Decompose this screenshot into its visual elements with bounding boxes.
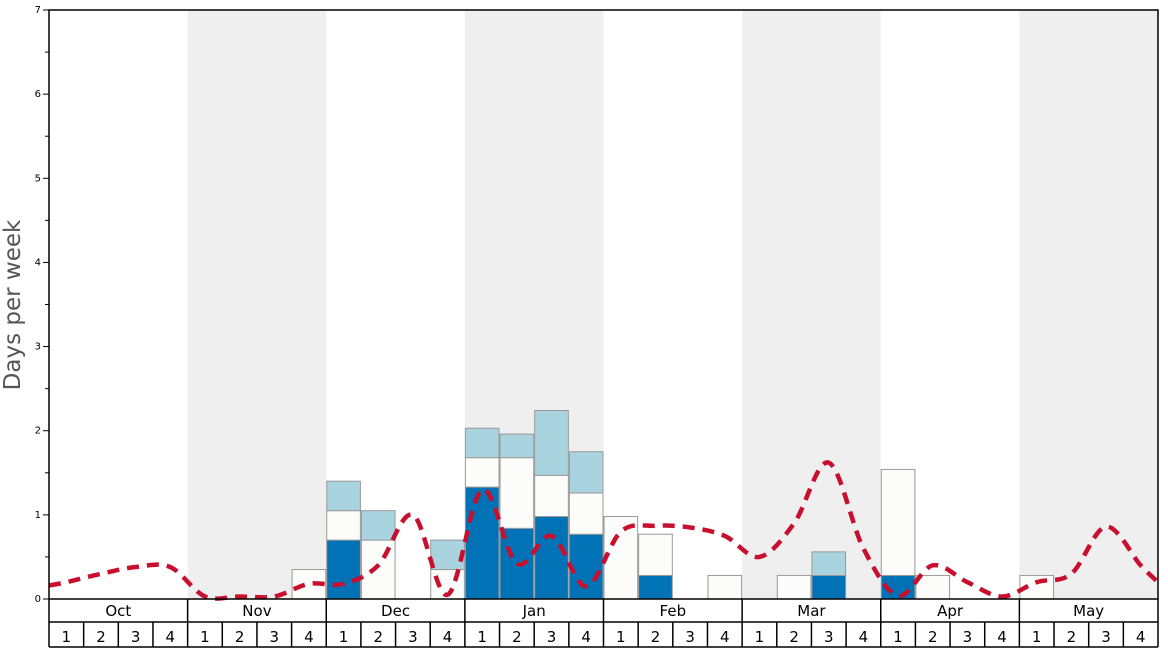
week-label: 3 — [408, 628, 418, 646]
bar-week17-series2 — [603, 516, 639, 600]
week-label: 3 — [269, 628, 279, 646]
bar-week20-series2 — [707, 574, 743, 600]
bar-week9-series1 — [326, 539, 361, 600]
x-axis: Oct 1 2 3 4 Nov 1 2 3 4 Dec 1 2 3 4 Jan 1 2 3 4 Feb 1 2 3 4 Mar 1 2… — [48, 599, 1159, 648]
month-label-may: May — [1073, 602, 1104, 620]
week-label: 4 — [720, 628, 730, 646]
month-label-apr: Apr — [937, 602, 964, 620]
week-label: 2 — [651, 628, 661, 646]
week-label: 3 — [1101, 628, 1111, 646]
week-label: 2 — [789, 628, 799, 646]
month-shade-nov — [187, 10, 327, 599]
trend-line — [48, 460, 1160, 601]
trend-line-path — [48, 460, 1160, 601]
bar-week12-series3 — [430, 539, 465, 571]
month-label-feb: Feb — [660, 602, 687, 620]
week-label: 4 — [997, 628, 1007, 646]
bar-week15-series2 — [534, 474, 569, 518]
y-tick-label: 2 — [35, 426, 41, 437]
bar-week13-series3 — [464, 427, 500, 459]
bar-week18-series2 — [638, 533, 673, 576]
bar-week14-series3 — [499, 433, 535, 459]
bar-week26-series2 — [915, 574, 951, 600]
week-label: 1 — [616, 628, 626, 646]
bar-week23-series3 — [811, 551, 847, 576]
month-label-jan: Jan — [522, 602, 546, 620]
bar-week23-series1 — [811, 574, 847, 600]
bar-week18-series1 — [638, 574, 673, 600]
bar-week25-series2 — [880, 468, 916, 576]
week-label: 2 — [512, 628, 522, 646]
bar-week15-series3 — [534, 410, 569, 476]
week-label: 4 — [1136, 628, 1146, 646]
week-label: 3 — [963, 628, 973, 646]
week-label: 3 — [824, 628, 834, 646]
bar-week22-series2 — [776, 574, 812, 600]
week-label: 3 — [547, 628, 557, 646]
bar-week9-series3 — [326, 480, 361, 512]
week-label: 4 — [859, 628, 869, 646]
y-tick-label: 5 — [35, 173, 41, 184]
bar-week16-series3 — [568, 451, 604, 494]
bar-week16-series1 — [568, 533, 604, 600]
month-shade-may — [1019, 10, 1158, 599]
week-label: 2 — [235, 628, 245, 646]
y-axis: 0 1 2 3 4 5 6 7 — [35, 5, 49, 605]
month-label-oct: Oct — [105, 602, 131, 620]
week-label: 1 — [1032, 628, 1042, 646]
week-label: 4 — [166, 628, 176, 646]
month-label-dec: Dec — [381, 602, 410, 620]
y-axis-label: Days per week — [0, 219, 26, 390]
week-label: 3 — [685, 628, 695, 646]
y-tick-label: 7 — [35, 5, 41, 16]
month-label-mar: Mar — [797, 602, 826, 620]
y-tick-label: 0 — [35, 594, 41, 605]
bar-week16-series2 — [568, 492, 604, 535]
month-shading — [187, 10, 1158, 599]
y-tick-label: 6 — [35, 89, 41, 100]
week-label: 2 — [1067, 628, 1077, 646]
week-label: 4 — [443, 628, 453, 646]
y-tick-label: 1 — [35, 510, 41, 521]
bars — [291, 410, 1055, 600]
week-label: 2 — [96, 628, 106, 646]
week-label: 3 — [131, 628, 141, 646]
bar-week15-series1 — [534, 516, 569, 600]
week-label: 1 — [339, 628, 349, 646]
week-label: 1 — [755, 628, 765, 646]
week-label: 1 — [477, 628, 487, 646]
y-tick-label: 3 — [35, 342, 41, 353]
week-label: 1 — [893, 628, 903, 646]
bar-week13-series1 — [464, 486, 500, 600]
bar-week14-series2 — [499, 457, 535, 529]
month-label-nov: Nov — [242, 602, 271, 620]
week-label: 1 — [62, 628, 72, 646]
week-label: 1 — [200, 628, 210, 646]
y-tick-label: 4 — [35, 257, 41, 268]
week-label: 2 — [928, 628, 938, 646]
week-label: 2 — [373, 628, 383, 646]
bar-week13-series2 — [464, 457, 500, 488]
bar-week10-series3 — [360, 510, 396, 541]
week-label: 4 — [304, 628, 314, 646]
month-shade-mar — [742, 10, 881, 599]
week-label: 4 — [581, 628, 591, 646]
bar-week9-series2 — [326, 510, 361, 541]
